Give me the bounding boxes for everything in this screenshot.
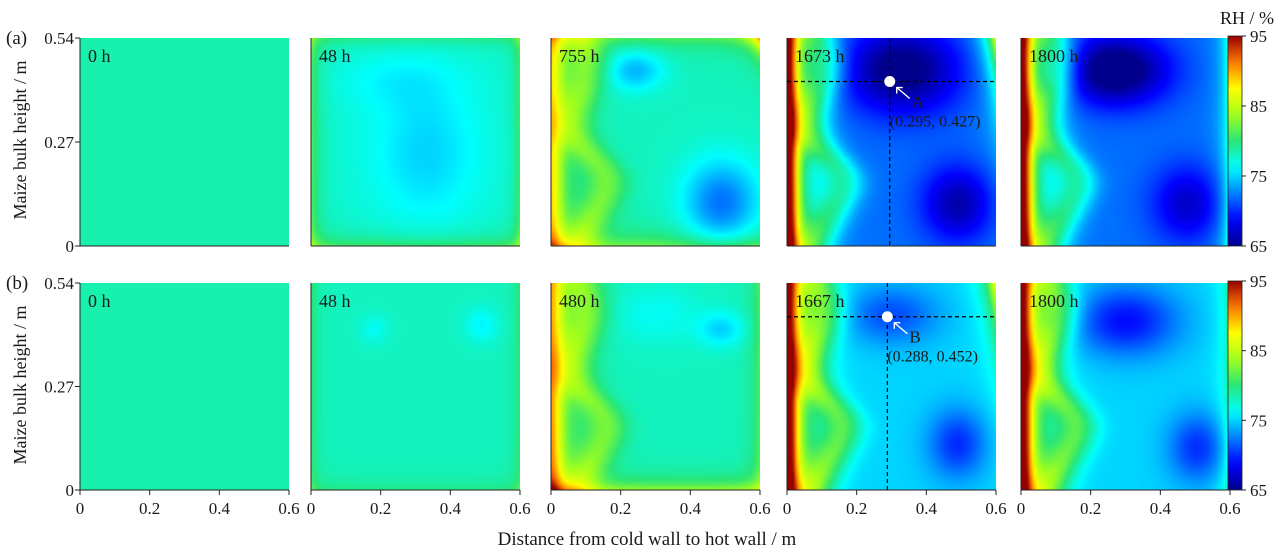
panel-time-label: 1800 h	[1029, 291, 1079, 311]
contour-panel: 1800 h 0 0.2 0.4 0.6	[1017, 283, 1241, 518]
marker-point	[884, 76, 896, 88]
contour-panel: 480 h 0 0.2 0.4 0.6	[547, 283, 771, 518]
x-tick-label: 0.4	[916, 499, 938, 518]
panel-time-label: 0 h	[88, 291, 111, 311]
contour-panel: 0 h	[79, 38, 289, 247]
row-label: (a)	[6, 28, 27, 49]
colorbar-title: RH / %	[1220, 8, 1274, 28]
contour-panel: 755 h	[550, 38, 760, 247]
contour-panel: 1800 h	[1020, 38, 1230, 247]
contour-panel: 0 h 0 0.2 0.4 0.6	[76, 283, 300, 518]
marker-coordinates: (0.288, 0.452)	[887, 349, 978, 366]
panel-heatmap	[787, 38, 996, 246]
marker-arrow	[893, 322, 908, 335]
colorbar-tick-label: 75	[1250, 167, 1267, 186]
colorbar-tick-label: 75	[1250, 411, 1267, 430]
row-label: (b)	[6, 273, 28, 294]
colorbar	[1227, 35, 1243, 247]
contour-panel: 48 h 0 0.2 0.4 0.6	[307, 283, 531, 518]
panel-heatmap	[1021, 283, 1230, 490]
panel-time-label: 480 h	[559, 291, 600, 311]
marker-name: B	[909, 328, 920, 347]
x-tick-label: 0.4	[680, 499, 702, 518]
x-tick-label: 0.4	[440, 499, 462, 518]
panel-time-label: 1673 h	[795, 46, 845, 66]
contour-panel: 1673 h A (0.295, 0.427)	[786, 38, 996, 247]
marker-arrow-head	[893, 322, 901, 329]
panel-time-label: 1800 h	[1029, 46, 1079, 66]
marker-coordinates: (0.295, 0.427)	[890, 114, 981, 131]
colorbar-tick-label: 85	[1250, 97, 1267, 116]
panel-heatmap	[311, 38, 520, 246]
x-tick-label: 0.2	[370, 499, 391, 518]
x-tick-label: 0.4	[209, 499, 231, 518]
x-tick-label: 0.2	[139, 499, 160, 518]
panel-time-label: 48 h	[319, 46, 351, 66]
y-tick-label: 0	[66, 481, 75, 500]
panel-heatmap	[80, 38, 289, 246]
colorbar-tick-label: 65	[1250, 237, 1267, 256]
colorbar-tick-label: 85	[1250, 342, 1267, 361]
y-axis-label-row-b: Maize bulk height / m	[10, 306, 30, 465]
x-tick-label: 0	[76, 499, 85, 518]
panel-heatmap	[80, 283, 289, 490]
marker-point	[881, 311, 893, 323]
marker-arrow	[896, 86, 911, 100]
panel-heatmap	[551, 38, 760, 246]
x-tick-label: 0.6	[278, 499, 299, 518]
contour-panel: 1667 h B (0.288, 0.452) 0 0.2 0.4 0.6	[783, 283, 1007, 518]
x-tick-label: 0	[547, 499, 556, 518]
colorbar-tick-label: 95	[1250, 272, 1267, 291]
axes-layer: (a) 0 0.27 0.54 (b) 0 0.27 0.54	[6, 28, 80, 500]
panel-heatmap	[1021, 38, 1230, 246]
x-tick-label: 0.2	[610, 499, 631, 518]
contour-panel: 48 h	[310, 38, 520, 247]
x-tick-label: 0.4	[1150, 499, 1172, 518]
panel-time-label: 1667 h	[795, 291, 845, 311]
panel-time-label: 48 h	[319, 291, 351, 311]
marker-arrow-head	[896, 86, 903, 94]
colorbar-tick-label: 65	[1250, 481, 1267, 500]
panels-layer: 0 h 48 h 755 h 1673 h A (0.295, 0.427) 1800 h 0…	[76, 38, 1241, 518]
x-tick-label: 0.2	[1080, 499, 1101, 518]
x-tick-label: 0.6	[749, 499, 770, 518]
x-axis-label: Distance from cold wall to hot wall / m	[498, 529, 797, 550]
x-tick-label: 0.6	[1219, 499, 1240, 518]
panel-time-label: 0 h	[88, 46, 111, 66]
x-tick-label: 0	[783, 499, 792, 518]
y-axis-label-row-a: Maize bulk height / m	[10, 61, 30, 220]
colorbars-layer: 65 75 85 95 65 75 85 95	[1227, 27, 1267, 500]
y-tick-label: 0.27	[44, 133, 74, 152]
panel-heatmap	[551, 283, 760, 490]
panel-heatmap	[311, 283, 520, 490]
colorbar-tick-label: 95	[1250, 27, 1267, 46]
x-tick-label: 0	[1017, 499, 1026, 518]
marker-name: A	[912, 93, 925, 112]
y-tick-label: 0	[66, 237, 75, 256]
x-tick-label: 0.2	[846, 499, 867, 518]
colorbar	[1227, 280, 1243, 491]
x-tick-label: 0	[307, 499, 316, 518]
y-tick-label: 0.27	[44, 378, 74, 397]
y-tick-label: 0.54	[44, 29, 74, 48]
y-tick-label: 0.54	[44, 274, 74, 293]
x-tick-label: 0.6	[509, 499, 530, 518]
x-tick-label: 0.6	[985, 499, 1006, 518]
panel-time-label: 755 h	[559, 46, 600, 66]
